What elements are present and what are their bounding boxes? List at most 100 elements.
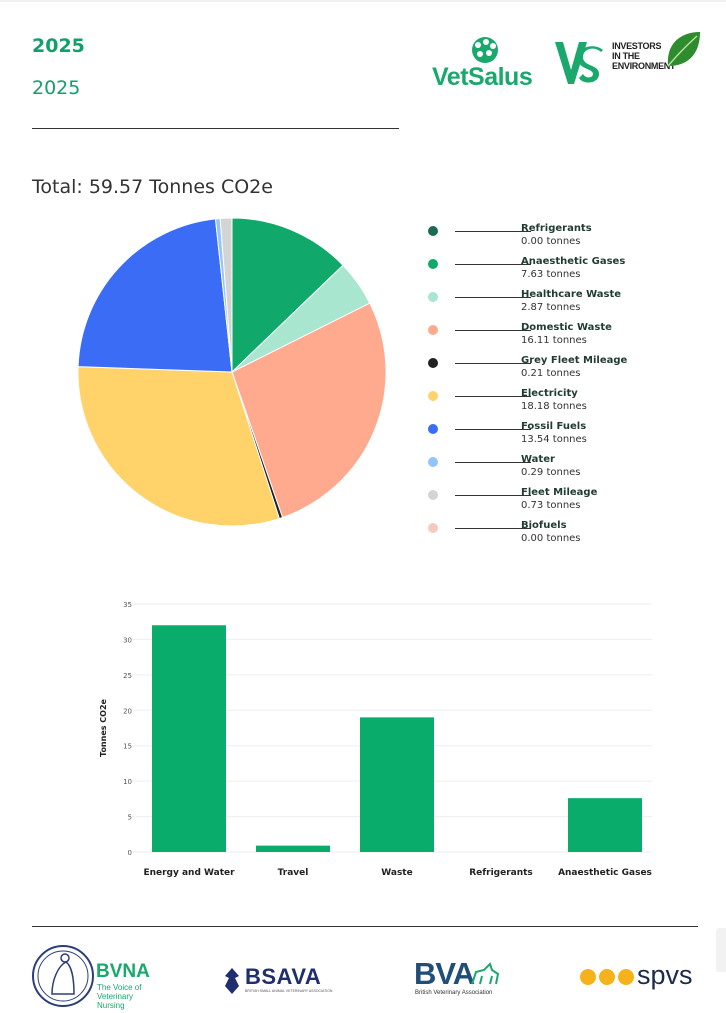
investors-line-1: INVESTORS bbox=[612, 41, 662, 51]
x-tick-label: Anaesthetic Gases bbox=[558, 868, 652, 878]
legend-label: Water bbox=[521, 454, 555, 465]
legend-swatch bbox=[428, 292, 438, 302]
legend-value: 16.11 tonnes bbox=[521, 335, 587, 346]
x-tick-label: Waste bbox=[381, 868, 412, 878]
bar-anaesthetic-gases bbox=[568, 798, 642, 852]
legend-swatch bbox=[428, 391, 438, 401]
legend-item: Healthcare Waste 2.87 tonnes bbox=[428, 289, 688, 319]
bva-name: BVA bbox=[414, 956, 475, 991]
y-tick-label: 10 bbox=[123, 778, 132, 786]
footer-divider bbox=[32, 926, 698, 927]
legend-swatch bbox=[428, 325, 438, 335]
legend-connector bbox=[455, 528, 531, 529]
legend-item: Fossil Fuels 13.54 tonnes bbox=[428, 421, 688, 451]
legend-label: Anaesthetic Gases bbox=[521, 256, 626, 267]
legend-connector bbox=[455, 462, 531, 463]
vs-logo: VS bbox=[553, 40, 603, 88]
category-bar-chart: 0 5 10 15 20 25 30 35 Tonnes CO2e Energy and Wate… bbox=[99, 601, 652, 878]
pie-slice-fossil-fuels bbox=[77, 218, 233, 373]
legend-item: Refrigerants 0.00 tonnes bbox=[428, 223, 688, 253]
bvna-emblem-icon bbox=[32, 945, 94, 1007]
legend-swatch bbox=[428, 523, 438, 533]
legend-value: 0.21 tonnes bbox=[521, 368, 581, 379]
top-border bbox=[0, 0, 726, 2]
legend-connector bbox=[455, 363, 531, 364]
investors-line-2: IN THE bbox=[612, 51, 640, 61]
pie-slice-anaesthetic-gases bbox=[231, 217, 344, 374]
vetsalus-text: VetSalus bbox=[432, 63, 533, 91]
investors-line-3: ENVIRONMENT bbox=[612, 61, 676, 71]
y-tick-label: 0 bbox=[128, 849, 132, 857]
legend-label: Biofuels bbox=[521, 520, 567, 531]
bar-energy-and-water bbox=[152, 625, 226, 852]
y-tick-label: 30 bbox=[123, 636, 132, 644]
page-subtitle: 2025 bbox=[32, 77, 81, 99]
bvna-name: BVNA bbox=[96, 961, 150, 982]
y-tick-label: 25 bbox=[123, 672, 132, 680]
legend-connector bbox=[455, 495, 531, 496]
legend-swatch bbox=[428, 226, 438, 236]
legend-label: Electricity bbox=[521, 388, 578, 399]
y-tick-label: 5 bbox=[128, 814, 132, 822]
page-title: 2025 bbox=[32, 35, 85, 57]
y-axis-label: Tonnes CO2e bbox=[99, 698, 108, 756]
legend-item: Grey Fleet Mileage 0.21 tonnes bbox=[428, 355, 688, 385]
spvs-dots-icon bbox=[580, 969, 634, 985]
legend-connector bbox=[455, 396, 531, 397]
legend-connector bbox=[455, 429, 531, 430]
pie-slice-fleet-mileage bbox=[219, 217, 233, 373]
legend-item: Biofuels 0.00 tonnes bbox=[428, 520, 688, 550]
legend-swatch bbox=[428, 424, 438, 434]
legend-label: Refrigerants bbox=[521, 223, 592, 234]
spvs-logo: spvs bbox=[580, 960, 700, 996]
legend-value: 13.54 tonnes bbox=[521, 434, 587, 445]
legend-label: Fleet Mileage bbox=[521, 487, 598, 498]
vetsalus-leaf-icon bbox=[472, 37, 498, 63]
legend-connector bbox=[455, 297, 531, 298]
legend-swatch bbox=[428, 457, 438, 467]
legend-label: Fossil Fuels bbox=[521, 421, 587, 432]
y-tick-label: 35 bbox=[123, 601, 132, 609]
x-tick-label: Travel bbox=[278, 868, 309, 878]
legend-connector bbox=[455, 231, 531, 232]
legend-item: Domestic Waste 16.11 tonnes bbox=[428, 322, 688, 352]
bva-tagline: British Veterinary Association bbox=[415, 990, 493, 996]
vetsalus-logo: VetSalus bbox=[430, 36, 540, 96]
legend-connector bbox=[455, 264, 531, 265]
scroll-tab[interactable] bbox=[716, 928, 726, 972]
bar-travel bbox=[256, 845, 330, 852]
legend-value: 18.18 tonnes bbox=[521, 401, 587, 412]
legend-value: 2.87 tonnes bbox=[521, 302, 581, 313]
total-emissions: Total: 59.57 Tonnes CO2e bbox=[32, 176, 273, 198]
legend-swatch bbox=[428, 490, 438, 500]
legend-label: Healthcare Waste bbox=[521, 289, 622, 300]
legend-swatch bbox=[428, 259, 438, 269]
bsava-name: BSAVA bbox=[245, 964, 322, 989]
bvna-logo: BVNA The Voice of Veterinary Nursing bbox=[32, 944, 162, 1012]
legend-value: 0.29 tonnes bbox=[521, 467, 581, 478]
legend-value: 7.63 tonnes bbox=[521, 269, 581, 280]
legend-label: Grey Fleet Mileage bbox=[521, 355, 628, 366]
legend-value: 0.73 tonnes bbox=[521, 500, 581, 511]
x-tick-label: Energy and Water bbox=[143, 868, 235, 878]
title-divider bbox=[32, 128, 399, 129]
legend-item: Anaesthetic Gases 7.63 tonnes bbox=[428, 256, 688, 286]
legend-value: 0.00 tonnes bbox=[521, 236, 581, 247]
investors-logo: INVESTORS IN THE ENVIRONMENT bbox=[612, 30, 702, 75]
pie-slice-electricity bbox=[77, 366, 280, 527]
bsava-tagline: BRITISH SMALL ANIMAL VETERINARY ASSOCIAT… bbox=[245, 989, 333, 993]
legend-item: Water 0.29 tonnes bbox=[428, 454, 688, 484]
bar-waste bbox=[360, 717, 434, 852]
pie-slice-domestic-waste bbox=[231, 302, 387, 519]
y-tick-label: 15 bbox=[123, 743, 132, 751]
legend-swatch bbox=[428, 358, 438, 368]
legend-item: Electricity 18.18 tonnes bbox=[428, 388, 688, 418]
bsava-logo: BSAVA BRITISH SMALL ANIMAL VETERINARY AS… bbox=[221, 962, 333, 1002]
y-tick-label: 20 bbox=[123, 707, 132, 715]
legend-label: Domestic Waste bbox=[521, 322, 612, 333]
bsava-emblem-icon bbox=[225, 968, 239, 994]
leaf-icon bbox=[667, 32, 700, 67]
bva-animals-icon bbox=[471, 962, 500, 985]
x-tick-label: Refrigerants bbox=[469, 868, 533, 878]
legend-item: Fleet Mileage 0.73 tonnes bbox=[428, 487, 688, 517]
